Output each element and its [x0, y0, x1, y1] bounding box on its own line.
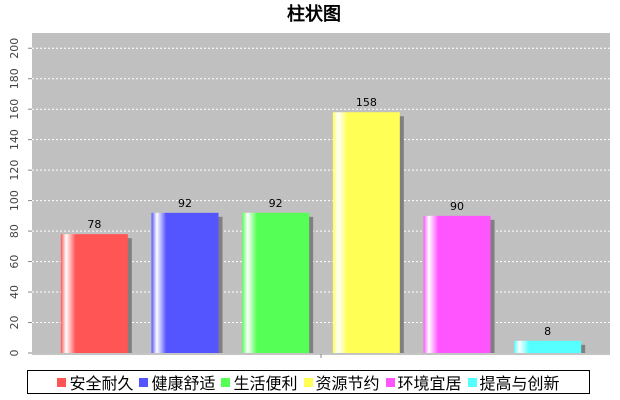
bar: [514, 340, 582, 353]
y-tick-label: 0: [8, 350, 21, 357]
legend-swatch: [57, 377, 67, 387]
data-label: 8: [544, 325, 551, 338]
bar: [60, 234, 128, 353]
legend-swatch: [139, 377, 149, 387]
data-label: 92: [178, 197, 192, 210]
y-tick-label: 80: [8, 224, 21, 238]
y-tick-label: 180: [8, 68, 21, 89]
legend-label: 生活便利: [233, 374, 298, 393]
y-tick-label: 20: [8, 316, 21, 330]
legend-label: 环境宜居: [397, 374, 462, 393]
legend-item: 安全耐久: [57, 370, 133, 394]
legend-swatch: [385, 377, 395, 387]
y-tick-label: 140: [8, 129, 21, 150]
legend-item: 环境宜居: [385, 370, 462, 394]
legend-item: 资源节约: [303, 370, 380, 394]
chart-title: 柱状图: [287, 3, 341, 25]
legend-label: 健康舒适: [151, 374, 216, 393]
legend-item: 提高与创新: [467, 370, 560, 394]
legend-label: 提高与创新: [479, 374, 560, 393]
bar: [151, 212, 219, 353]
legend-label: 安全耐久: [69, 374, 134, 393]
bar: [423, 215, 491, 353]
data-label: 90: [450, 200, 464, 213]
y-tick-label: 120: [8, 160, 21, 181]
bar: [242, 212, 310, 353]
y-tick-label: 160: [8, 99, 21, 120]
data-label: 158: [356, 96, 377, 109]
y-tick-label: 200: [8, 38, 21, 59]
y-tick-label: 100: [8, 190, 21, 211]
legend-swatch: [303, 377, 313, 387]
legend-swatch: [467, 377, 477, 387]
bar: [332, 112, 400, 353]
y-tick-label: 60: [8, 255, 21, 269]
chart: 柱状图 0 20 40 60 80 100 120 140 160 180 200 78 92 92 158…: [8, 3, 610, 358]
legend-item: 健康舒适: [139, 370, 215, 394]
data-label: 92: [269, 197, 283, 210]
legend-item: 生活便利: [221, 370, 298, 394]
legend-swatch: [221, 377, 231, 387]
legend: 安全耐久 健康舒适 生活便利 资源节约 环境宜居 提高与创新: [27, 370, 590, 394]
y-tick-label: 40: [8, 285, 21, 299]
data-label: 78: [87, 218, 101, 231]
legend-label: 资源节约: [315, 374, 380, 393]
